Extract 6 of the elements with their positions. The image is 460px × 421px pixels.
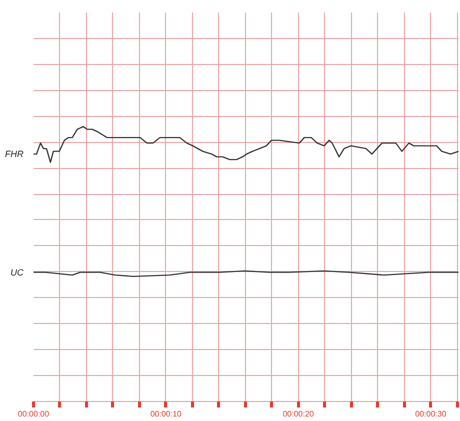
x-tick-label: 00:00:00 xyxy=(18,410,50,418)
x-tick-label: 00:00:30 xyxy=(415,410,447,418)
series-label: FHR xyxy=(5,149,24,160)
series-label: UC xyxy=(10,267,24,278)
x-tick-label: 00:00:20 xyxy=(282,410,314,418)
x-tick-label: 00:00:10 xyxy=(150,410,182,418)
